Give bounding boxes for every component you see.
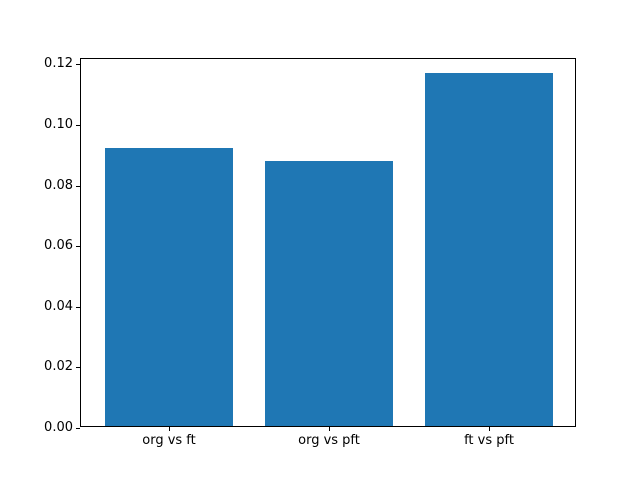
y-tick-mark	[76, 246, 80, 248]
y-tick-label: 0.06	[44, 238, 73, 254]
x-tick-label: org vs pft	[298, 433, 360, 448]
axes: 0.00 0.02 0.04 0.06 0.08 0.10 0.12 org vs ft or…	[44, 57, 576, 448]
plot-area	[81, 59, 575, 426]
y-tick-label: 0.12	[44, 56, 73, 72]
x-axis: org vs ft org vs pft ft vs pft	[81, 59, 575, 448]
y-tick-mark	[76, 64, 80, 66]
x-tick-label: org vs ft	[142, 433, 196, 448]
x-tick-mark	[489, 427, 490, 431]
y-tick-mark	[76, 185, 80, 187]
y-tick-label: 0.04	[44, 298, 73, 314]
y-tick-label: 0.02	[44, 359, 73, 375]
bar-ft-vs-pft	[425, 73, 553, 426]
y-tick-label: 0.00	[44, 420, 73, 435]
x-tick-label: ft vs pft	[464, 433, 514, 448]
y-tick-label: 0.10	[44, 117, 73, 133]
x-tick-mark	[169, 427, 170, 431]
bar-org-vs-pft	[265, 160, 393, 426]
x-tick-mark	[329, 427, 330, 431]
y-tick-label: 0.08	[44, 177, 73, 193]
bar-org-vs-ft	[105, 148, 233, 426]
y-tick-mark	[76, 125, 80, 127]
y-tick-mark	[76, 367, 80, 369]
y-tick-mark	[76, 306, 80, 308]
y-axis: 0.00 0.02 0.04 0.06 0.08 0.10 0.12	[44, 57, 575, 435]
y-tick-mark	[76, 428, 80, 429]
